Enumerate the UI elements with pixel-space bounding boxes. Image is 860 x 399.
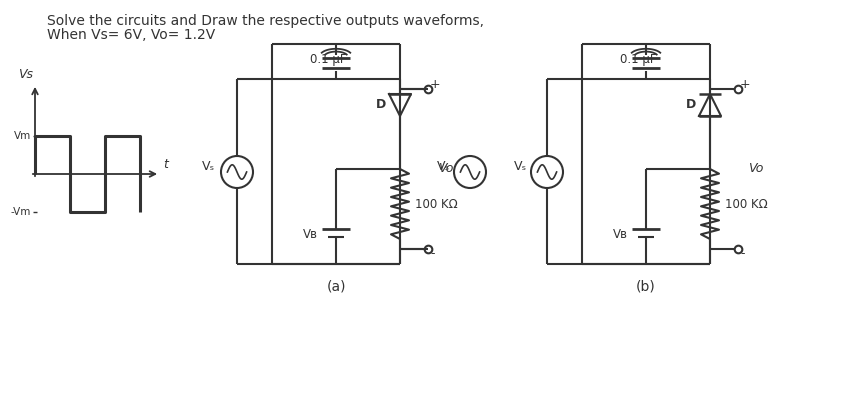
Text: When Vs= 6V, Vo= 1.2V: When Vs= 6V, Vo= 1.2V: [47, 28, 215, 42]
Text: D: D: [376, 99, 386, 111]
Text: Vₛ: Vₛ: [437, 160, 450, 174]
Text: -: -: [740, 247, 745, 261]
Text: -Vm: -Vm: [10, 207, 31, 217]
Text: Vₛ: Vₛ: [202, 160, 215, 174]
Text: +: +: [430, 77, 440, 91]
Text: Vʙ: Vʙ: [613, 227, 628, 241]
Text: Vs: Vs: [18, 68, 33, 81]
Text: 100 KΩ: 100 KΩ: [415, 198, 458, 211]
Text: Vʙ: Vʙ: [303, 227, 318, 241]
Text: 100 KΩ: 100 KΩ: [725, 198, 768, 211]
Text: Vm: Vm: [14, 131, 31, 141]
Text: Vo: Vo: [748, 162, 764, 176]
Text: -: -: [430, 247, 434, 261]
Text: Vo: Vo: [438, 162, 453, 176]
Text: (a): (a): [326, 279, 346, 293]
Text: 0.1 μF: 0.1 μF: [620, 53, 656, 65]
Text: (b): (b): [636, 279, 656, 293]
Text: 0.1 μF: 0.1 μF: [310, 53, 347, 65]
Text: Vₛ: Vₛ: [514, 160, 527, 174]
Text: t: t: [163, 158, 168, 171]
Text: Solve the circuits and Draw the respective outputs waveforms,: Solve the circuits and Draw the respecti…: [47, 14, 484, 28]
Text: D: D: [685, 99, 696, 111]
Text: +: +: [740, 77, 751, 91]
